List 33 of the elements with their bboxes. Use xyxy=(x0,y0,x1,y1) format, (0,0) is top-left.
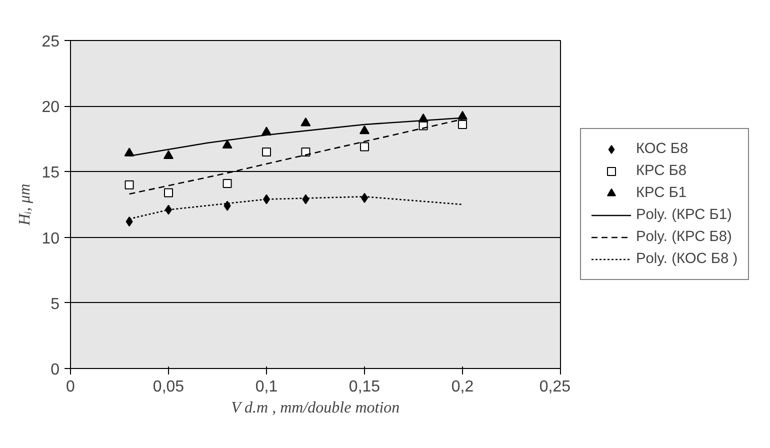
y-tick-label: 10 xyxy=(42,230,60,248)
point xyxy=(224,200,231,211)
point xyxy=(360,142,369,152)
x-tick-label: 0,25 xyxy=(539,378,571,396)
y-tick-label: 20 xyxy=(42,99,60,116)
x-tick-label: 0,2 xyxy=(451,378,474,396)
point xyxy=(262,148,271,157)
point xyxy=(126,216,133,227)
x-tick-label: 0,05 xyxy=(152,378,184,396)
point xyxy=(124,180,134,190)
point xyxy=(458,120,467,129)
point xyxy=(300,117,311,126)
y-tick-label: 0 xyxy=(50,362,60,378)
x-tick-label: 0 xyxy=(66,378,76,396)
point xyxy=(360,125,370,134)
x-axis-title: V d.m , mm/double motion xyxy=(231,400,400,416)
point xyxy=(301,148,310,157)
legend-label: КОС Б8 xyxy=(636,141,688,157)
point xyxy=(222,179,232,188)
point xyxy=(222,140,232,149)
legend-label: Poly. (КОС Б8 ) xyxy=(636,251,738,267)
legend-label: КРС Б8 xyxy=(636,163,687,179)
y-tick-label: 15 xyxy=(42,164,60,182)
legend-label: КРС Б1 xyxy=(636,185,687,201)
x-tick-label: 0,1 xyxy=(255,378,278,396)
y-tick-label: 25 xyxy=(42,34,60,50)
legend-label: Poly. (КРС Б8) xyxy=(636,229,732,245)
y-tick-label: 5 xyxy=(50,296,60,313)
x-tick-label: 0,15 xyxy=(348,378,380,396)
point xyxy=(164,150,174,160)
point xyxy=(164,188,173,198)
y-axis-title: Hᵢ, μm xyxy=(16,184,34,226)
legend-label: Poly. (КРС Б1) xyxy=(636,207,732,223)
